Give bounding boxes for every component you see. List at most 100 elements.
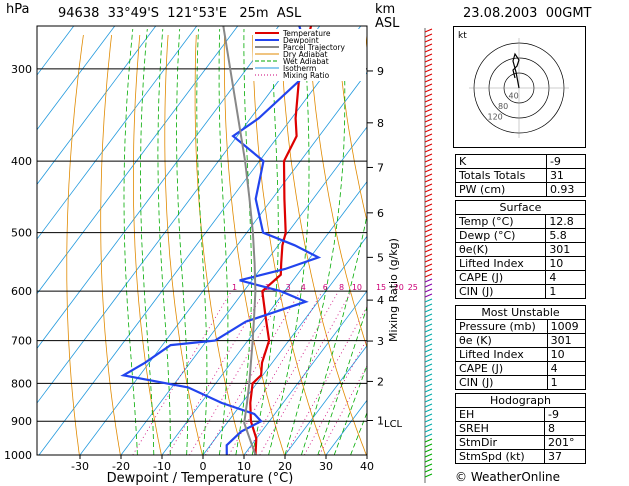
pressure-tick-label: 1000 bbox=[4, 449, 32, 462]
lcl-label: LCL bbox=[384, 419, 403, 430]
wind-barb bbox=[424, 238, 433, 243]
mu-cape-value: 4 bbox=[546, 361, 587, 376]
eh-value: -9 bbox=[544, 407, 586, 422]
x-tick-label: -20 bbox=[112, 460, 130, 473]
mu-pressure-label: Pressure (mb) bbox=[455, 319, 548, 334]
wind-barb bbox=[424, 78, 433, 83]
sounding-profiles bbox=[120, 26, 322, 455]
wet-adiabat-line bbox=[140, 28, 155, 455]
wind-barb bbox=[424, 288, 433, 293]
wind-barb bbox=[424, 178, 433, 183]
isotherm-line bbox=[37, 26, 280, 349]
wind-barb bbox=[424, 108, 433, 113]
sreh-value: 8 bbox=[544, 421, 586, 436]
wind-barb bbox=[424, 273, 433, 278]
mixing-ratio-line bbox=[259, 291, 352, 455]
totals-totals-label: Totals Totals bbox=[455, 168, 547, 183]
stmdir-label: StmDir bbox=[455, 435, 545, 450]
surface-temp-label: Temp (°C) bbox=[454, 214, 547, 229]
surface-cape-value: 4 bbox=[545, 270, 586, 285]
wind-barb bbox=[424, 253, 433, 258]
wind-barb bbox=[424, 383, 433, 388]
mixing-ratio-label: 1 bbox=[232, 283, 237, 292]
wind-barb bbox=[424, 393, 433, 398]
wind-barb bbox=[424, 333, 433, 338]
series-dewpoint bbox=[120, 26, 322, 455]
stmspd-value: 37 bbox=[544, 449, 586, 464]
wind-barb bbox=[424, 208, 433, 213]
dry-adiabat-line bbox=[336, 34, 367, 223]
wind-barb bbox=[424, 118, 433, 123]
isotherm-line bbox=[37, 26, 239, 295]
isotherm-line bbox=[161, 181, 367, 455]
wind-barb bbox=[424, 153, 433, 158]
height-tick-label: 5 bbox=[377, 251, 384, 264]
pressure-tick-label: 600 bbox=[11, 285, 32, 298]
surface-cape-label: CAPE (J) bbox=[454, 270, 547, 285]
wind-barb bbox=[424, 463, 433, 468]
wind-barb bbox=[424, 113, 433, 118]
mixing-ratio-label: 8 bbox=[339, 283, 344, 292]
wind-barb bbox=[424, 138, 433, 143]
wind-barb bbox=[424, 203, 433, 208]
dry-adiabat-line bbox=[164, 34, 203, 455]
wind-barb bbox=[424, 168, 433, 173]
wind-barb bbox=[424, 378, 433, 383]
wet-adiabat-line bbox=[196, 28, 208, 455]
wet-adiabat-line bbox=[268, 28, 310, 455]
wet-adiabat-line bbox=[218, 28, 229, 455]
dry-adiabat-line bbox=[308, 34, 367, 349]
wind-barb bbox=[424, 213, 433, 218]
wind-barb bbox=[424, 98, 433, 103]
mixing-ratio-label: 6 bbox=[323, 283, 328, 292]
wind-barb bbox=[424, 468, 433, 473]
height-tick-label: 6 bbox=[377, 207, 384, 220]
wind-barb bbox=[424, 173, 433, 178]
station-info: 94638 33°49'S 121°53'E 25m ASL bbox=[58, 6, 302, 21]
mu-thetae-value: 301 bbox=[546, 333, 587, 348]
wind-barb bbox=[424, 403, 433, 408]
most-unstable-table: Most Unstable Pressure (mb) 1009 θe (K) 30… bbox=[455, 305, 587, 390]
wind-barb bbox=[424, 148, 433, 153]
isotherm-line bbox=[0, 26, 33, 455]
legend-label: Parcel Trajectory bbox=[283, 43, 345, 52]
wind-barb bbox=[424, 63, 433, 68]
axes: 1 2 3 4 6 8 10 15 20 253004005006007008009001000-… bbox=[4, 63, 418, 473]
wind-barb bbox=[424, 263, 433, 268]
wind-barb bbox=[424, 283, 433, 288]
legend-label: Isotherm bbox=[283, 64, 316, 73]
dry-adiabat-line bbox=[66, 34, 84, 455]
x-tick-label: 30 bbox=[319, 460, 333, 473]
wind-barb bbox=[424, 438, 433, 443]
weatheronline-branding: © WeatherOnline bbox=[455, 470, 561, 484]
pressure-tick-label: 400 bbox=[11, 155, 32, 168]
wind-barb bbox=[424, 103, 433, 108]
mixing-ratio-line bbox=[285, 305, 367, 455]
wind-barb bbox=[424, 338, 433, 343]
wet-adiabat-line bbox=[235, 28, 252, 455]
isotherm-line bbox=[37, 26, 321, 404]
wind-barb bbox=[424, 68, 433, 73]
height-tick-label: 8 bbox=[377, 117, 384, 130]
x-tick-label: 10 bbox=[237, 460, 251, 473]
wind-barb bbox=[424, 323, 433, 328]
wind-barb bbox=[424, 128, 433, 133]
hodograph-ring-label: 40 bbox=[509, 92, 519, 101]
wind-barb bbox=[424, 198, 433, 203]
mixing-ratio-label: 15 bbox=[376, 283, 386, 292]
wet-adiabat-line bbox=[333, 364, 367, 455]
wind-barb bbox=[424, 88, 433, 93]
totals-totals-value: 31 bbox=[545, 168, 587, 183]
wet-adiabat-line bbox=[317, 305, 367, 455]
surface-dewp-value: 5.8 bbox=[545, 228, 586, 243]
mixing-ratio-line bbox=[189, 290, 286, 455]
wind-barb bbox=[424, 368, 433, 373]
wet-adiabat-line bbox=[284, 28, 346, 455]
wind-barb bbox=[424, 53, 433, 58]
series-parcel-trajectory bbox=[222, 26, 257, 455]
dry-adiabat-line bbox=[132, 34, 162, 455]
wind-barb bbox=[424, 58, 433, 63]
